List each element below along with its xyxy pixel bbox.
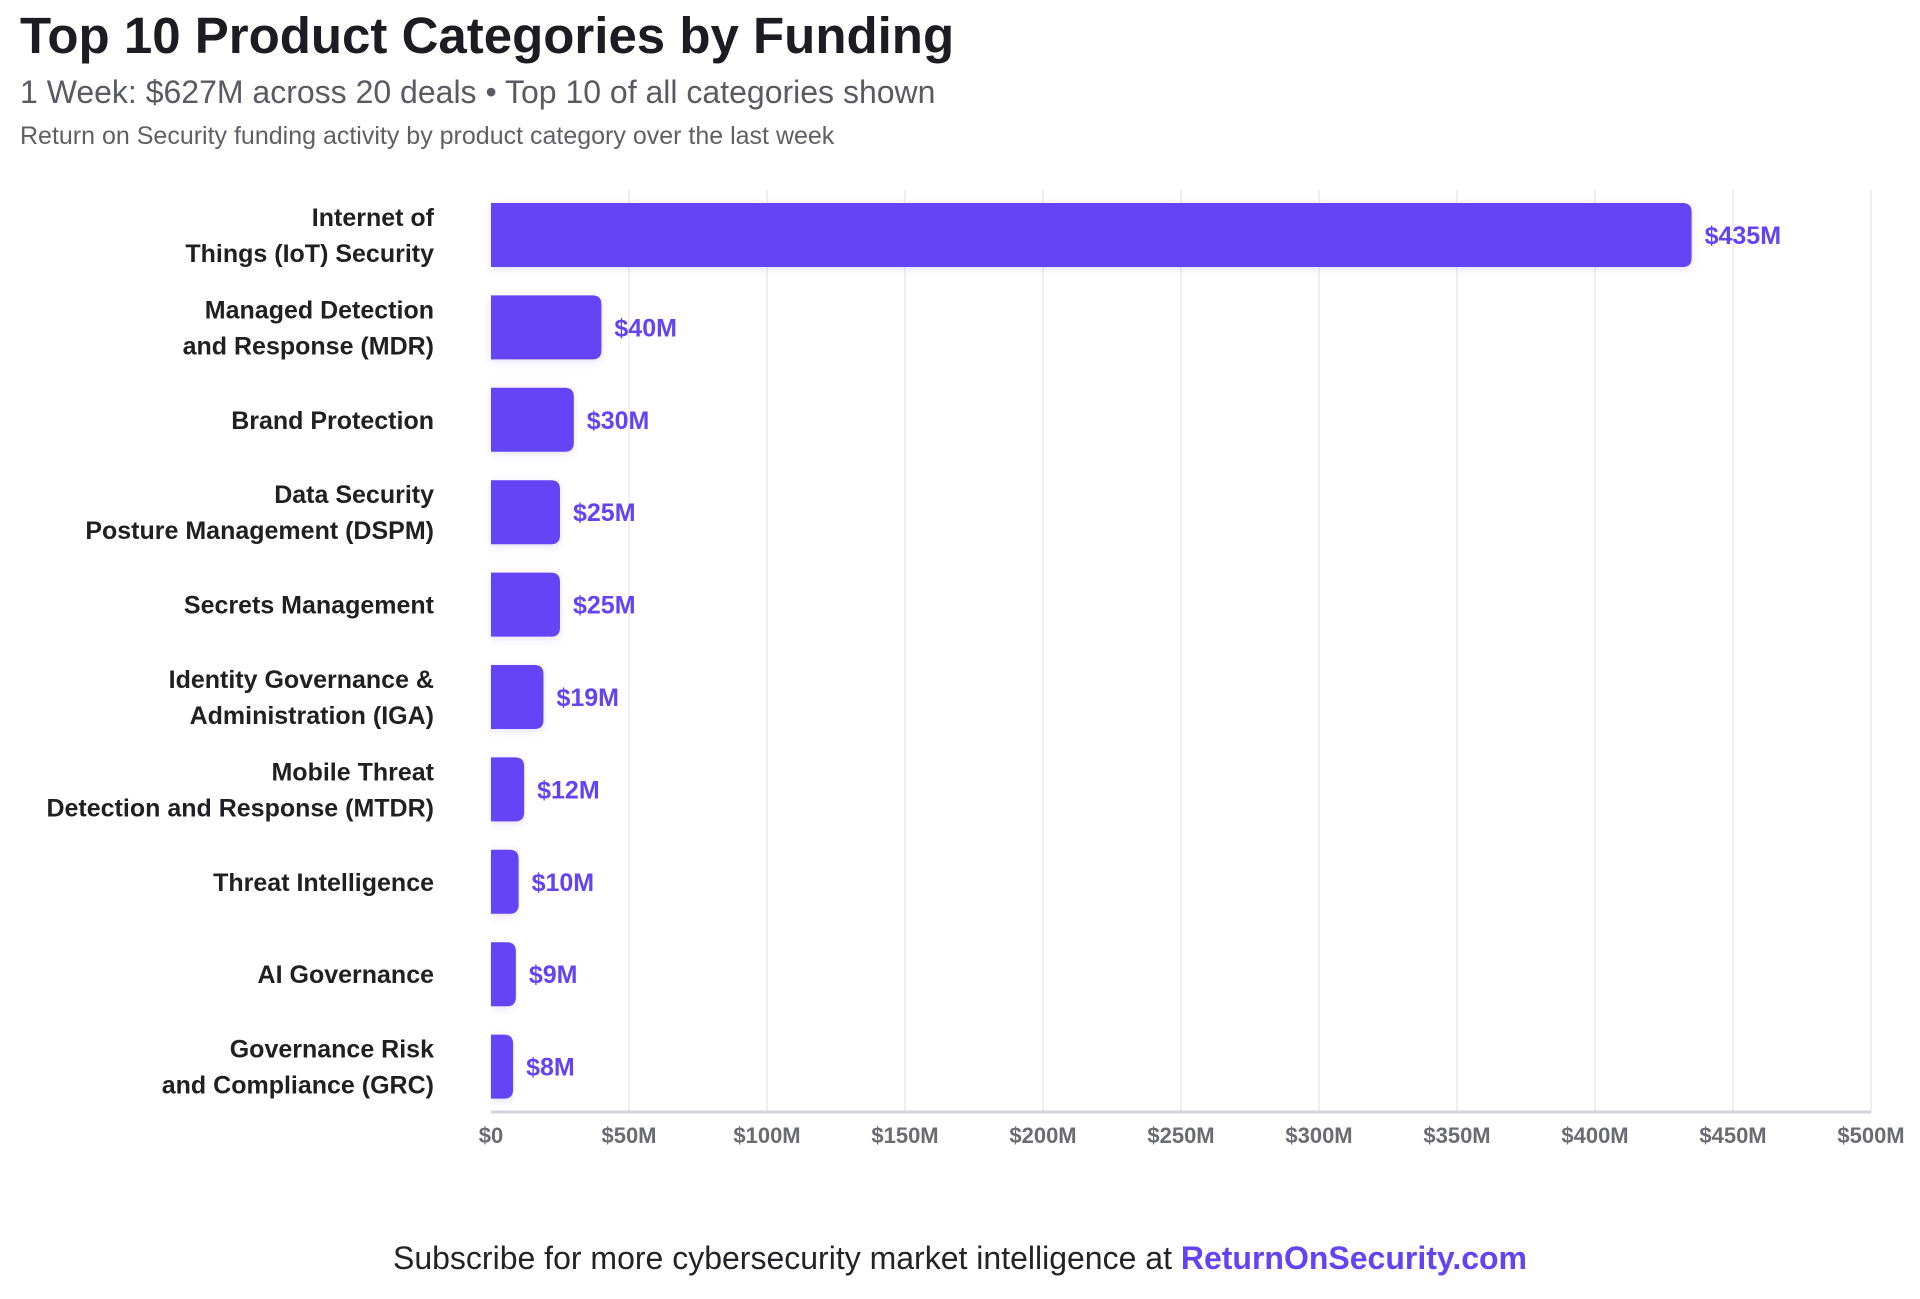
x-tick-label: $500M — [1837, 1123, 1904, 1148]
bar-value-label: $435M — [1705, 222, 1781, 250]
x-tick-label: $350M — [1423, 1123, 1490, 1148]
bar-value-label: $30M — [587, 407, 650, 435]
bar-value-label: $40M — [614, 314, 677, 342]
footer-link[interactable]: ReturnOnSecurity.com — [1180, 1240, 1527, 1276]
x-tick-label: $200M — [1009, 1123, 1076, 1148]
bar-chart: $435M Internet of Things (IoT) Security $40… — [46, 190, 1905, 1148]
category-label: Threat Intelligence — [213, 869, 434, 897]
bar — [491, 203, 1692, 267]
category-label: Managed Detection — [205, 296, 434, 324]
footer-text: Subscribe for more cybersecurity market … — [392, 1240, 1181, 1276]
bar — [491, 480, 560, 545]
bar — [491, 849, 519, 914]
bar — [491, 942, 516, 1007]
category-label: and Compliance (GRC) — [162, 1072, 434, 1100]
x-tick-label: $50M — [601, 1123, 656, 1148]
category-label: Posture Management (DSPM) — [85, 517, 434, 545]
bar — [491, 572, 560, 637]
category-label: Administration (IGA) — [190, 702, 434, 730]
x-tick-label: $0 — [479, 1123, 503, 1148]
bar-value-label: $8M — [526, 1054, 575, 1082]
category-label: AI Governance — [258, 961, 435, 989]
bar-value-label: $25M — [573, 592, 636, 620]
x-tick-label: $100M — [733, 1123, 800, 1148]
x-tick-label: $400M — [1561, 1123, 1628, 1148]
x-tick-label: $150M — [871, 1123, 938, 1148]
x-tick-label: $250M — [1147, 1123, 1214, 1148]
chart-subtitle: 1 Week: $627M across 20 deals • Top 10 o… — [20, 74, 936, 110]
bar — [491, 1034, 514, 1099]
category-label: Detection and Response (MTDR) — [46, 794, 434, 822]
x-tick-label: $300M — [1285, 1123, 1352, 1148]
category-label: Brand Protection — [231, 407, 434, 435]
category-label: and Response (MDR) — [183, 332, 434, 360]
bar — [491, 757, 525, 822]
category-label: Identity Governance & — [169, 666, 434, 694]
bar — [491, 387, 574, 452]
bar-value-label: $25M — [573, 499, 636, 527]
chart-title: Top 10 Product Categories by Funding — [20, 7, 955, 64]
bar-value-label: $10M — [532, 869, 595, 897]
bar — [491, 295, 602, 360]
x-tick-label: $450M — [1699, 1123, 1766, 1148]
bar-value-label: $12M — [537, 776, 600, 804]
bar-value-label: $9M — [529, 961, 578, 989]
chart-description: Return on Security funding activity by p… — [20, 122, 835, 150]
category-label: Governance Risk — [230, 1036, 434, 1064]
footer-cta: Subscribe for more cybersecurity market … — [0, 1240, 1920, 1277]
category-label: Mobile Threat — [271, 758, 434, 786]
category-label: Secrets Management — [184, 592, 435, 620]
bar-value-label: $19M — [556, 684, 619, 712]
category-label: Internet of — [312, 204, 435, 232]
bar — [491, 665, 544, 729]
category-label: Data Security — [274, 481, 434, 509]
category-label: Things (IoT) Security — [185, 240, 434, 268]
